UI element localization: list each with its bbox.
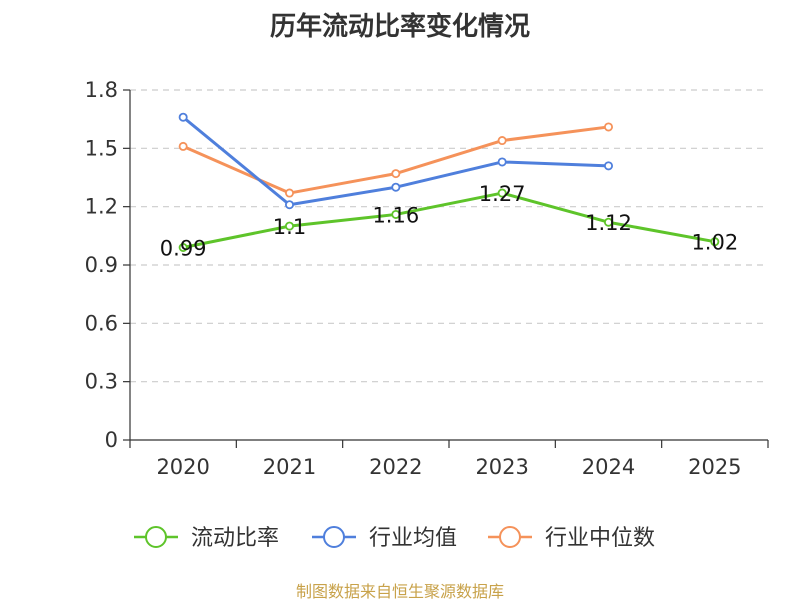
y-tick-label: 0.6 (85, 311, 118, 335)
legend-item-1[interactable]: 行业均值 (312, 526, 457, 551)
data-point (604, 161, 614, 171)
chart-title: 历年流动比率变化情况 (269, 12, 530, 42)
legend-label: 行业均值 (369, 526, 457, 551)
data-point (497, 157, 507, 167)
data-point (284, 221, 294, 231)
data-label: 0.99 (160, 237, 207, 261)
legend-marker-icon (499, 526, 521, 548)
data-label: 1.1 (273, 215, 306, 239)
data-point (284, 188, 294, 198)
data-label: 1.12 (585, 211, 632, 235)
data-label: 1.02 (691, 231, 738, 255)
x-tick-label: 2022 (369, 455, 422, 479)
data-label: 1.16 (372, 203, 419, 227)
y-tick-label: 0.9 (85, 253, 118, 277)
legend-marker-icon (323, 526, 345, 548)
legend-label: 行业中位数 (545, 526, 655, 551)
x-tick-label: 2021 (263, 455, 316, 479)
y-tick-label: 1.2 (85, 195, 118, 219)
y-tick-label: 1.8 (85, 78, 118, 102)
y-tick-label: 0.3 (85, 370, 118, 394)
legend-item-0[interactable]: 流动比率 (134, 526, 279, 551)
label-layer: 0.99 1.1 1.16 1.27 1.12 1.02 (160, 182, 738, 260)
series-layer (178, 112, 720, 252)
grid-layer (130, 89, 768, 383)
data-point (497, 188, 507, 198)
data-point (391, 169, 401, 179)
data-point (178, 112, 188, 122)
data-point (604, 217, 614, 227)
data-point (710, 237, 720, 247)
legend-item-2[interactable]: 行业中位数 (488, 526, 655, 551)
x-tick-label: 2020 (156, 455, 209, 479)
source-note: 制图数据来自恒生聚源数据库 (295, 582, 504, 601)
legend[interactable]: 流动比率 行业均值 行业中位数 (134, 526, 655, 551)
legend-marker-icon (145, 526, 167, 548)
y-tick-label: 1.5 (85, 136, 118, 160)
y-tick-label: 0 (105, 428, 118, 452)
data-point (284, 200, 294, 210)
data-point (497, 136, 507, 146)
x-tick-label: 2024 (582, 455, 635, 479)
axis-layer: 0 0.3 0.6 0.9 1.2 1.5 1.8 2020 2021 2022 2023 2024 2… (85, 78, 769, 479)
x-tick-label: 2025 (688, 455, 741, 479)
data-point (178, 141, 188, 151)
data-point (604, 122, 614, 132)
data-label: 1.27 (479, 182, 526, 206)
series-line-0 (182, 191, 716, 249)
legend-label: 流动比率 (191, 526, 279, 551)
data-point (391, 182, 401, 192)
data-point (178, 242, 188, 252)
data-point (391, 209, 401, 219)
x-tick-label: 2023 (475, 455, 528, 479)
